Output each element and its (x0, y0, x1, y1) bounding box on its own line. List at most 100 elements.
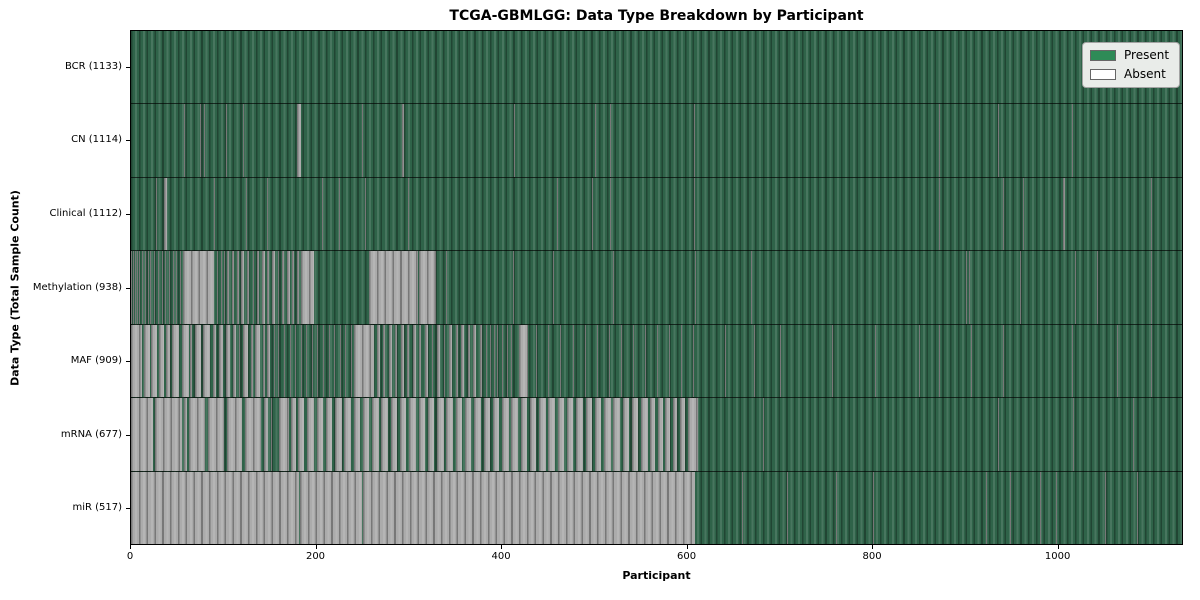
absent-segment (292, 251, 295, 324)
absent-segment (968, 251, 970, 324)
absent-segment (479, 324, 482, 398)
absent-segment (455, 398, 463, 471)
absent-segment (407, 324, 410, 398)
absent-segment (1040, 471, 1042, 544)
absent-segment (279, 398, 289, 471)
y-tick-label-Clinical: Clinical (1112) (49, 208, 123, 219)
absent-segment (592, 177, 594, 251)
absent-segment (223, 251, 225, 324)
absent-segment (594, 104, 596, 177)
absent-segment (361, 104, 363, 177)
absent-segment (998, 104, 1000, 177)
absent-segment (232, 251, 234, 324)
absent-segment (681, 324, 683, 398)
heatmap-row-Methylation (131, 250, 1182, 324)
absent-segment (328, 324, 330, 398)
absent-segment (171, 324, 180, 398)
x-tick-mark (1057, 545, 1059, 549)
absent-segment (656, 324, 658, 398)
absent-segment (584, 324, 586, 398)
x-tick-label-0: 0 (126, 551, 134, 562)
absent-segment (150, 251, 152, 324)
absent-segment (238, 324, 241, 398)
absent-segment (155, 398, 182, 471)
absent-segment (518, 324, 529, 398)
absent-segment (539, 398, 546, 471)
legend-item-absent: Absent (1090, 68, 1169, 81)
absent-segment (369, 251, 418, 324)
absent-segment (217, 251, 219, 324)
absent-segment (131, 398, 154, 471)
absent-segment (300, 251, 314, 324)
absent-segment (724, 324, 726, 398)
absent-segment (609, 177, 611, 251)
absent-segment (455, 324, 458, 398)
x-tick-label-400: 400 (491, 551, 511, 562)
absent-segment (742, 471, 744, 544)
absent-segment (1151, 177, 1153, 251)
absent-segment (189, 398, 206, 471)
absent-segment (1137, 471, 1139, 544)
absent-segment (136, 251, 138, 324)
absent-segment (225, 104, 227, 177)
absent-segment (241, 251, 245, 324)
absent-segment (874, 324, 876, 398)
x-tick-mark (501, 545, 503, 549)
absent-swatch-icon (1090, 69, 1116, 80)
absent-segment (506, 324, 508, 398)
absent-segment (938, 324, 940, 398)
absent-segment (1096, 251, 1098, 324)
absent-segment (873, 471, 875, 544)
absent-segment (372, 398, 379, 471)
x-tick-label-200: 200 (305, 551, 326, 562)
absent-segment (1023, 177, 1025, 251)
x-tick-label-800: 800 (862, 551, 882, 562)
absent-segment (443, 324, 446, 398)
absent-segment (1071, 324, 1073, 398)
absent-segment (151, 324, 157, 398)
absent-segment (919, 324, 921, 398)
absent-segment (502, 398, 509, 471)
absent-segment (566, 398, 574, 471)
absent-segment (203, 324, 210, 398)
absent-segment (364, 177, 366, 251)
absent-segment (513, 251, 515, 324)
absent-segment (212, 324, 217, 398)
absent-segment (263, 398, 269, 471)
absent-segment (157, 251, 159, 324)
absent-segment (576, 398, 583, 471)
absent-segment (383, 324, 386, 398)
absent-segment (297, 104, 301, 177)
absent-segment (388, 324, 392, 398)
absent-segment (226, 398, 243, 471)
absent-segment (271, 398, 273, 471)
absent-segment (413, 324, 416, 398)
absent-segment (225, 324, 231, 398)
absent-segment (1075, 251, 1077, 324)
absent-segment (353, 398, 361, 471)
absent-segment (425, 324, 428, 398)
x-tick-mark (872, 545, 874, 549)
absent-segment (780, 324, 782, 398)
absent-segment (467, 324, 470, 398)
absent-segment (650, 398, 656, 471)
absent-segment (345, 324, 347, 398)
absent-segment (572, 324, 574, 398)
absent-segment (272, 251, 275, 324)
absent-segment (497, 324, 499, 398)
absent-segment (381, 398, 388, 471)
absent-segment (1055, 471, 1057, 544)
absent-segment (437, 324, 440, 398)
x-tick-label-600: 600 (677, 551, 697, 562)
absent-segment (687, 398, 698, 471)
absent-segment (1151, 251, 1153, 324)
absent-segment (233, 324, 236, 398)
absent-segment (446, 398, 453, 471)
absent-segment (400, 398, 407, 471)
absent-segment (395, 324, 398, 398)
absent-segment (1010, 471, 1012, 544)
absent-segment (325, 398, 333, 471)
absent-segment (220, 251, 222, 324)
absent-segment (338, 177, 340, 251)
